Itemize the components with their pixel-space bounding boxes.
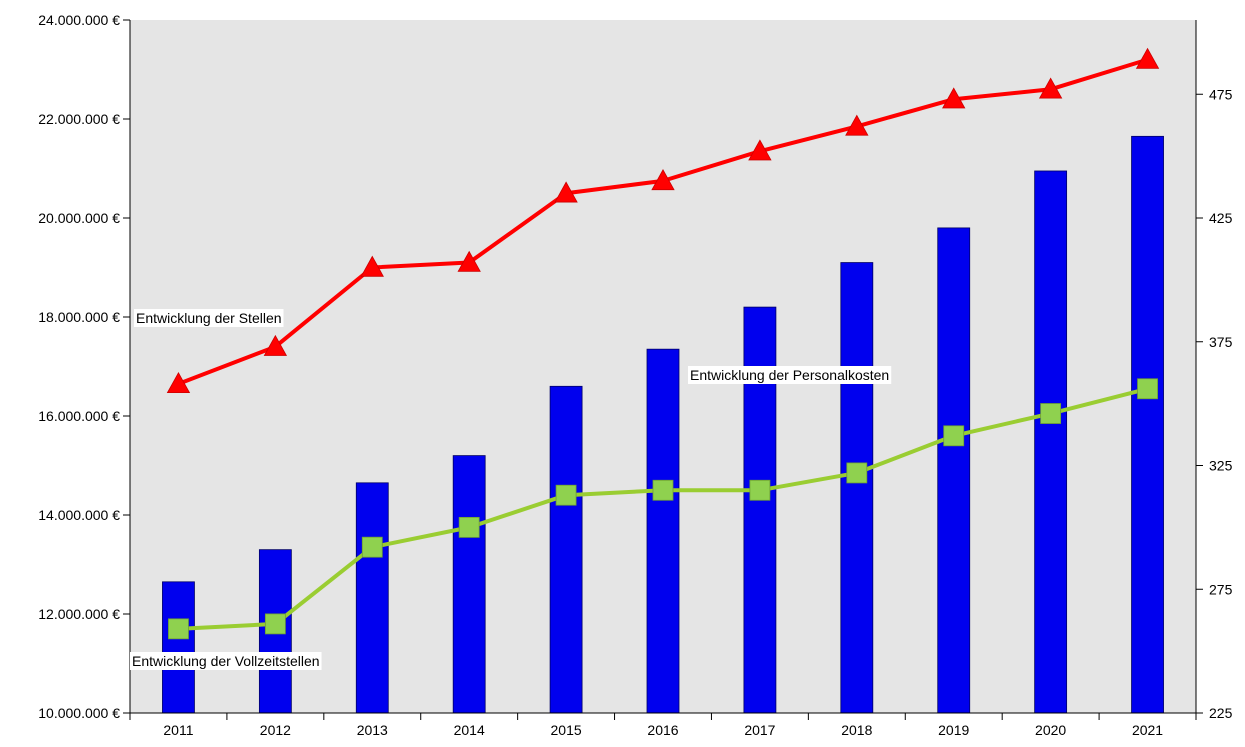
point-vollzeitstellen-2019 [943,425,965,447]
annotation-stellen-background [134,309,284,327]
left-tick-label: 12.000.000 € [38,606,120,622]
point-stellen-2014 [457,250,481,272]
point-stellen-2015 [554,181,578,203]
right-tick-label: 225 [1209,705,1233,721]
point-stellen-2012 [263,334,288,356]
point-vollzeitstellen-2018 [846,462,868,484]
left-tick-label: 24.000.000 € [38,12,120,28]
annotation-vollzeitstellen: Entwicklung der Vollzeitstellen [132,653,320,669]
point-stellen-2013 [360,255,384,277]
annotation-stellen: Entwicklung der Stellen [136,310,282,326]
bar-2018 [840,262,874,714]
x-tick-label: 2013 [357,722,388,738]
bar-2016 [646,348,680,714]
point-vollzeitstellen-2015 [555,484,577,506]
point-vollzeitstellen-2016 [652,479,674,501]
annotation-personalkosten-background [688,366,892,384]
bars-layer [162,135,1164,714]
x-tick-label: 2019 [938,722,969,738]
point-stellen-2019 [942,87,966,109]
left-tick-label: 10.000.000 € [38,705,120,721]
right-tick-label: 275 [1209,581,1233,597]
annotation-personalkosten: Entwicklung der Personalkosten [690,367,889,383]
x-tick-label: 2012 [260,722,291,738]
right-tick-label: 375 [1209,334,1233,350]
x-tick-label: 2011 [163,722,193,738]
bar-2015 [549,385,583,714]
point-stellen-2016 [651,169,675,191]
right-tick-label: 425 [1209,210,1233,226]
x-tick-label: 2017 [744,722,775,738]
point-vollzeitstellen-2014 [458,516,480,538]
bar-2014 [452,455,486,714]
point-vollzeitstellen-2011 [168,618,189,640]
x-tick-label: 2015 [551,722,582,738]
point-vollzeitstellen-2012 [264,613,286,635]
axes-layer: 10.000.000 € 12.000.000 € 14.000.000 € 16.0… [38,12,1232,738]
left-tick-label: 18.000.000 € [38,309,120,325]
point-stellen-2021 [1135,47,1160,69]
point-vollzeitstellen-2013 [361,536,383,558]
bar-2019 [937,227,971,714]
point-stellen-2017 [748,139,772,161]
x-tick-label: 2016 [647,722,678,738]
annotation-vollzeitstellen-background [130,652,322,670]
right-tick-label: 475 [1209,86,1233,102]
bar-2021 [1131,135,1164,714]
right-tick-label: 325 [1209,458,1233,474]
labels-layer: Entwicklung der Stellen Entwicklung der … [130,309,892,670]
markers-layer [166,47,1160,640]
bar-2020 [1034,170,1068,714]
point-stellen-2020 [1038,77,1063,99]
point-stellen-2011 [166,372,191,394]
x-tick-label: 2014 [454,722,485,738]
x-tick-label: 2020 [1035,722,1066,738]
left-tick-label: 22.000.000 € [38,111,120,127]
x-tick-label: 2021 [1132,722,1163,738]
bar-2013 [355,482,389,714]
point-stellen-2018 [845,114,869,136]
left-tick-label: 16.000.000 € [38,408,120,424]
bar-2011 [162,581,195,714]
left-tick-label: 14.000.000 € [38,507,120,523]
point-vollzeitstellen-2020 [1040,403,1062,424]
x-tick-label: 2018 [841,722,872,738]
point-vollzeitstellen-2021 [1137,378,1158,400]
point-vollzeitstellen-2017 [749,479,771,501]
left-tick-label: 20.000.000 € [38,210,120,226]
